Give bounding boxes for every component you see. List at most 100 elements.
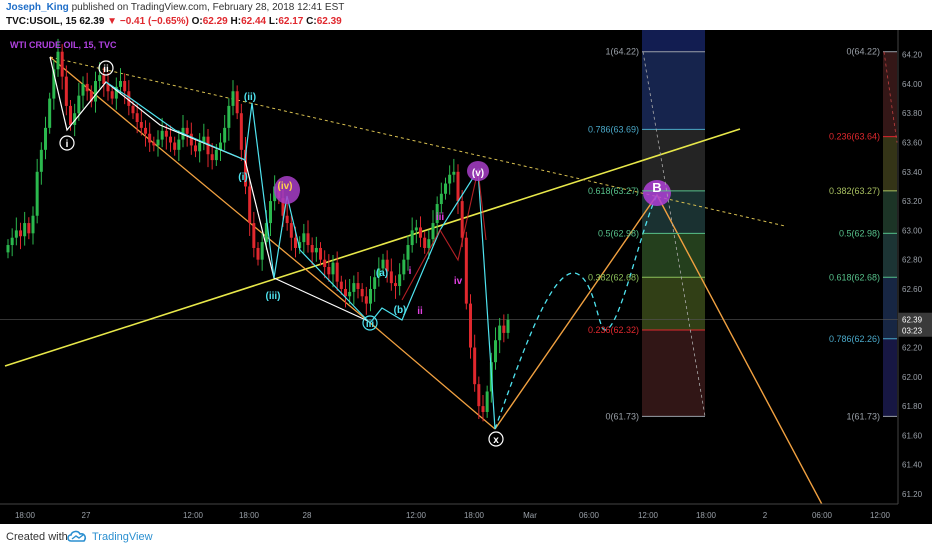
price-axis[interactable] [898, 30, 932, 504]
candle-body [94, 81, 97, 102]
candle-body [244, 149, 247, 187]
candle-body [406, 245, 410, 260]
candle-body [19, 230, 22, 237]
candle-body [356, 283, 360, 289]
candle-body [135, 113, 139, 123]
candle-body [381, 259, 385, 269]
candle-body [73, 113, 77, 125]
highlight-iv [274, 176, 300, 204]
price-tick-label: 64.20 [902, 51, 923, 60]
close-value: 62.39 [316, 16, 342, 27]
candle-body [323, 259, 327, 267]
wave-label: ii [103, 64, 109, 75]
fib-level-label-right: 0.5(62.98) [839, 228, 880, 238]
candle-body [402, 259, 406, 275]
close-label: C: [306, 16, 317, 27]
candle-body [348, 291, 352, 297]
high-value: 62.44 [241, 16, 267, 27]
fib-level-label-right: 0(64.22) [846, 47, 880, 57]
candle-body [89, 91, 93, 102]
candle-body [298, 242, 302, 248]
candle-body [331, 262, 335, 275]
wave-label: (ii) [244, 92, 256, 103]
wave-label: (a) [376, 268, 388, 279]
time-tick-label: Mar [523, 511, 537, 520]
candle-body [156, 139, 160, 146]
price-tick-label: 63.40 [902, 168, 923, 177]
chart-area[interactable]: 1(64.22) 0.786(63.69) 0.618(63.27) 0.5(62.9… [0, 30, 932, 524]
fib-zone [642, 129, 705, 191]
fib-zone-right [883, 136, 897, 191]
candle-body [44, 127, 47, 150]
fib-level-label: 1(64.22) [605, 47, 639, 57]
author-link[interactable]: Joseph_King [6, 2, 69, 13]
fib-level-label-right: 0.382(63.27) [829, 186, 880, 196]
candle-body [6, 245, 10, 253]
candle-body [344, 288, 347, 297]
candle-body [477, 384, 481, 407]
fib-level-label-right: 1(61.73) [846, 411, 880, 421]
publish-line: Joseph_King published on TradingView.com… [6, 2, 344, 13]
fib-level-label: 0.382(62.68) [588, 272, 639, 282]
wave-label: iii [366, 319, 375, 330]
price-chart[interactable]: 1(64.22) 0.786(63.69) 0.618(63.27) 0.5(62.9… [0, 30, 932, 524]
price-tick-label: 63.20 [902, 197, 923, 206]
open-value: 62.29 [202, 16, 228, 27]
candle-body [85, 83, 89, 92]
candle-body [127, 91, 131, 106]
price-tick-label: 62.20 [902, 344, 923, 353]
wave-label-circle [59, 135, 75, 151]
candle-body [148, 133, 152, 143]
countdown-label: 03:23 [902, 327, 923, 336]
candle-body [360, 288, 364, 297]
candle-body [485, 391, 489, 412]
candle-body [302, 233, 306, 243]
candle-body [431, 223, 435, 240]
candle-body [27, 223, 31, 234]
fib-level-label-right: 0.618(62.68) [829, 272, 880, 282]
candle-body [252, 223, 256, 248]
candle-body [48, 98, 52, 128]
candle-body [448, 174, 452, 184]
time-axis[interactable] [0, 504, 932, 524]
candle-body [35, 171, 39, 216]
time-tick-label: 18:00 [15, 511, 36, 520]
candle-body [269, 201, 272, 224]
fib-diagonal [642, 51, 706, 417]
candle-body [377, 268, 381, 278]
chart-title: WTI CRUDE OIL, 15, TVC [10, 40, 117, 50]
candle-body [289, 223, 293, 238]
fib-level-label: 0.236(62.32) [588, 325, 639, 335]
candle-body [314, 247, 318, 253]
candle-body [481, 406, 485, 412]
fib-level-label-right: 0.236(63.64) [829, 132, 880, 142]
fib-zone-right [883, 233, 897, 278]
time-tick-label: 06:00 [579, 511, 600, 520]
symbol-line: TVC:USOIL, 15 62.39 ▼ −0.41 (−0.65%) O:6… [6, 16, 342, 27]
time-tick-label: 12:00 [870, 511, 891, 520]
price-tick-label: 61.80 [902, 402, 923, 411]
price-tick-label: 61.40 [902, 461, 923, 470]
candle-body [210, 154, 214, 161]
candle-body [235, 91, 239, 114]
candle-body [369, 288, 372, 304]
candle-body [239, 113, 243, 150]
tradingview-brand[interactable]: TradingView [92, 531, 153, 543]
candle-body [69, 105, 72, 125]
fib-zone-right [883, 338, 897, 417]
candle-body [494, 340, 497, 363]
footer: Created with TradingView [0, 524, 932, 550]
price-tick-label: 63.60 [902, 139, 923, 148]
candle-body [414, 227, 418, 231]
candle-body [364, 296, 368, 304]
candle-body [106, 83, 110, 92]
candle-body [469, 303, 472, 348]
low-label: L: [268, 16, 279, 27]
created-with-text: Created with [6, 531, 68, 543]
fib-level-label: 0.618(63.27) [588, 186, 639, 196]
time-tick-label: 12:00 [638, 511, 659, 520]
candle-body [339, 281, 343, 289]
tradingview-cloud-icon [67, 530, 87, 542]
wave-label: iii [436, 212, 445, 223]
candle-body [248, 186, 252, 224]
